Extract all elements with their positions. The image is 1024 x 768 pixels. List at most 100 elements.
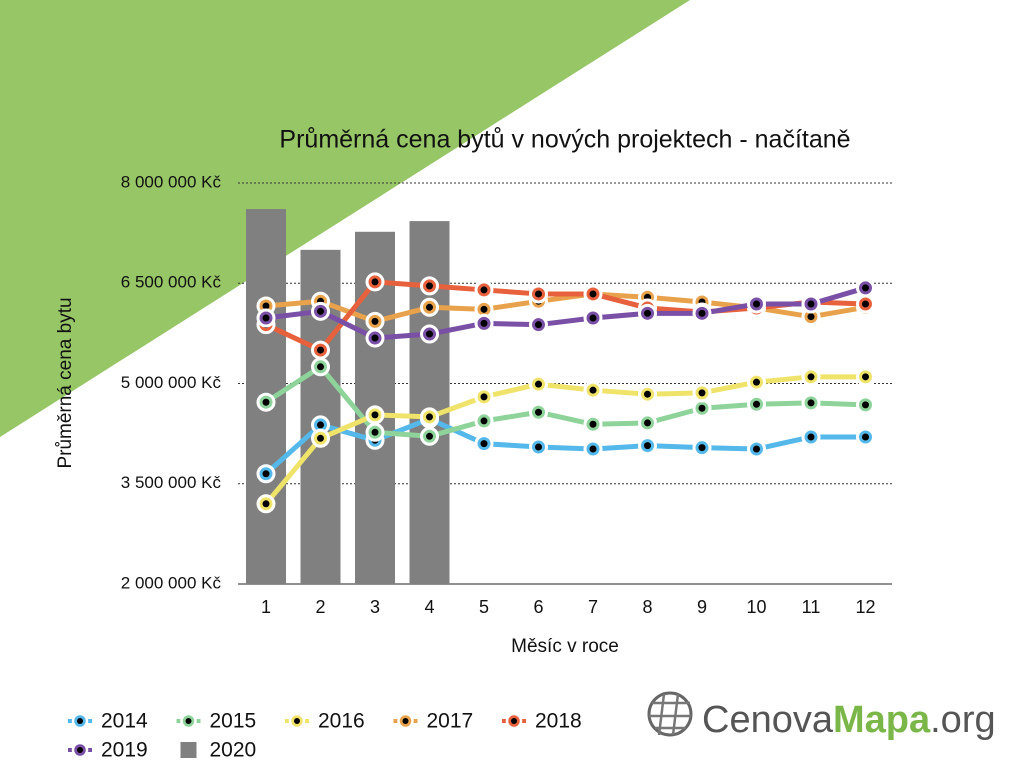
marker-dot <box>426 330 433 338</box>
marker-dot <box>317 307 324 315</box>
marker-dot <box>644 419 651 427</box>
marker <box>420 297 439 317</box>
marker-dot <box>317 346 324 354</box>
legend-label: 2020 <box>210 739 257 762</box>
marker-dot <box>317 421 324 429</box>
marker-dot <box>862 373 869 381</box>
marker-dot <box>753 300 760 308</box>
marker <box>420 426 439 446</box>
marker-dot <box>862 433 869 441</box>
marker-dot <box>698 309 706 317</box>
marker-dot <box>862 401 869 409</box>
marker <box>311 428 330 448</box>
marker-dot <box>262 470 270 478</box>
legend-label: 2018 <box>535 710 582 733</box>
logo: CenovaMapa.org <box>647 691 996 741</box>
x-tick-label: 3 <box>370 597 380 617</box>
marker-dot <box>807 433 815 441</box>
marker-dot <box>753 378 760 386</box>
marker-dot <box>753 400 760 408</box>
legend-label: 2014 <box>101 710 148 733</box>
marker-dot <box>426 413 433 421</box>
background-triangle <box>0 0 690 437</box>
marker <box>474 280 494 300</box>
marker <box>692 383 712 403</box>
legend-label: 2016 <box>318 710 365 733</box>
marker <box>420 407 439 427</box>
marker-dot <box>535 408 542 416</box>
legend-label: 2015 <box>210 710 257 733</box>
marker-dot <box>317 363 324 371</box>
legend-swatch <box>180 742 197 758</box>
marker-dot <box>535 443 542 451</box>
marker <box>529 284 548 304</box>
marker <box>365 422 385 442</box>
marker <box>801 307 821 327</box>
marker-dot <box>862 284 869 292</box>
y-tick-label: 3 500 000 Kč <box>121 473 222 492</box>
marker <box>801 294 821 314</box>
marker <box>365 405 385 425</box>
marker-dot <box>262 398 270 406</box>
marker <box>638 384 657 404</box>
marker-dot <box>698 404 706 412</box>
logo-text: CenovaMapa.org <box>702 699 996 741</box>
marker-dot <box>535 380 542 388</box>
x-tick-label: 2 <box>315 597 325 617</box>
legend-swatch <box>294 718 300 724</box>
y-axis-label: Průměrná cena bytu <box>55 297 76 468</box>
marker-dot <box>589 445 597 453</box>
x-tick-label: 10 <box>746 597 766 617</box>
marker-dot <box>371 428 379 436</box>
x-tick-label: 12 <box>855 597 875 617</box>
marker <box>638 436 657 456</box>
marker <box>365 328 385 348</box>
marker-dot <box>862 300 869 308</box>
marker-dot <box>535 321 542 329</box>
marker-dot <box>589 386 597 394</box>
marker <box>474 387 494 407</box>
marker-dot <box>644 390 651 398</box>
marker-dot <box>371 411 379 419</box>
marker <box>583 284 603 304</box>
marker <box>529 437 548 457</box>
marker <box>801 367 821 387</box>
chart-title: Průměrná cena bytů v nových projektech -… <box>279 126 850 154</box>
x-tick-label: 11 <box>802 597 821 617</box>
marker <box>747 372 766 392</box>
marker-dot <box>262 314 270 322</box>
marker-dot <box>807 399 815 407</box>
marker <box>692 438 712 458</box>
x-axis-label: Měsíc v roce <box>511 636 619 657</box>
marker <box>529 374 548 394</box>
legend-label: 2017 <box>427 710 474 733</box>
marker-dot <box>480 393 488 401</box>
marker <box>529 402 548 422</box>
marker <box>747 294 766 314</box>
marker <box>583 308 603 328</box>
marker <box>801 427 821 447</box>
marker-dot <box>535 290 542 298</box>
marker <box>256 464 276 484</box>
marker-dot <box>644 309 651 317</box>
marker-dot <box>698 444 706 452</box>
legend-label: 2019 <box>101 739 148 762</box>
marker-dot <box>426 303 433 311</box>
marker <box>856 278 875 298</box>
marker <box>747 439 766 459</box>
marker-dot <box>371 334 379 342</box>
marker-dot <box>317 434 324 442</box>
marker <box>583 414 603 434</box>
marker <box>311 357 330 377</box>
x-tick-label: 8 <box>642 597 652 617</box>
marker-dot <box>589 314 597 322</box>
x-tick-label: 5 <box>479 597 489 617</box>
logo-globe <box>647 691 693 737</box>
x-tick-label: 1 <box>261 597 271 617</box>
marker <box>856 427 875 447</box>
marker <box>420 324 439 344</box>
bar <box>409 221 450 584</box>
marker <box>365 272 385 292</box>
logo-part: .org <box>930 699 995 741</box>
